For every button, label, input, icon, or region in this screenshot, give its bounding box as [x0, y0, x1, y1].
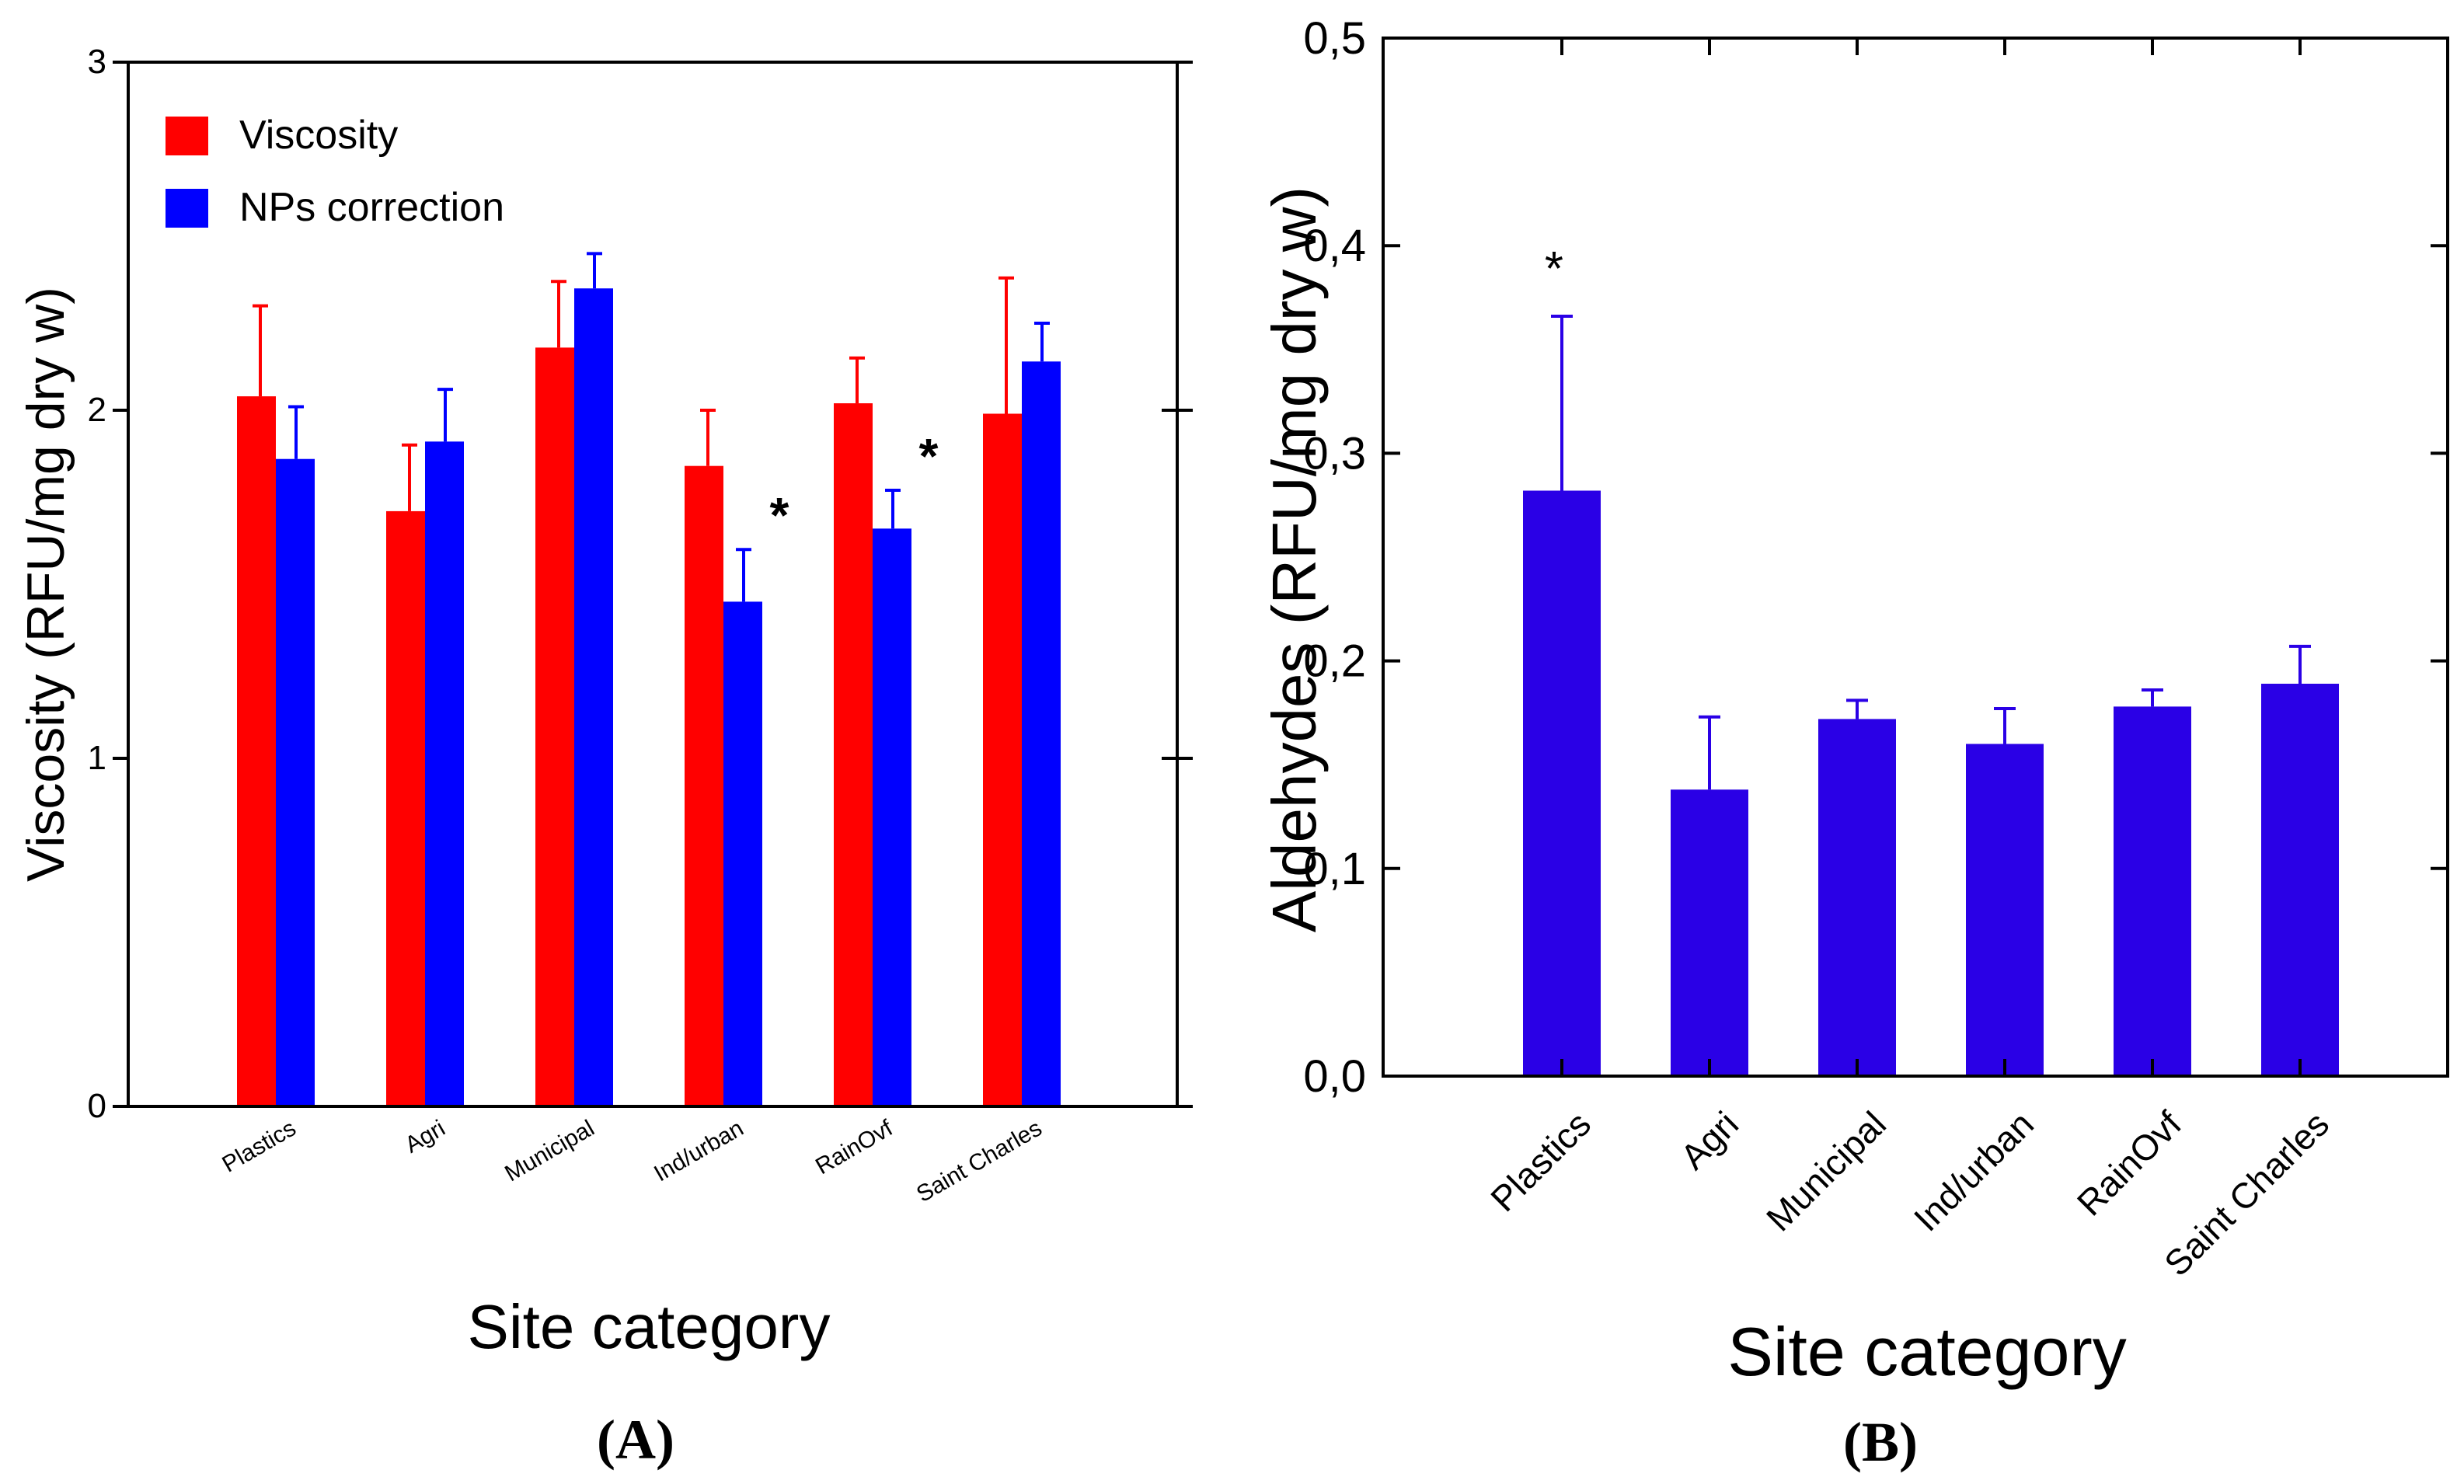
panel-a-marks: ** [237, 252, 1061, 1107]
y-tick-label-b-5: 0,5 [1303, 13, 1366, 64]
bar-b-rainovf [2114, 706, 2191, 1076]
panel-a-y-axis-label: Viscosity (RFU/mg dry w) [16, 287, 75, 882]
x-tick-label-a-municipal: Municipal [500, 1115, 598, 1186]
bar-b-agri [1671, 789, 1748, 1076]
x-tick-label-b-rainovf: RainOvf [2069, 1103, 2189, 1223]
bar-a-viscosity-agri [386, 510, 425, 1106]
legend-label-viscosity: Viscosity [239, 113, 398, 158]
bar-b-municipal [1818, 719, 1896, 1076]
panel-b-x-axis-label: Site category [1727, 1313, 2127, 1390]
x-tick-label-a-agri: Agri [401, 1115, 450, 1158]
y-tick-label-a-3: 3 [88, 43, 106, 81]
significance-marker-a-rainovf: * [919, 428, 939, 484]
x-tick-label-b-agri: Agri [1672, 1103, 1746, 1177]
significance-marker-a-ind-urban: * [770, 487, 789, 543]
y-tick-label-a-2: 2 [88, 391, 106, 429]
bar-a-nps-correction-plastics [276, 458, 315, 1106]
panel-a-label: (A) [597, 1409, 674, 1471]
y-tick-label-b-2: 0,2 [1303, 636, 1366, 687]
x-tick-label-a-ind-urban: Ind/urban [650, 1115, 748, 1186]
legend-swatch-nps-correction [166, 189, 208, 228]
x-tick-label-a-plastics: Plastics [218, 1115, 300, 1177]
bar-a-nps-correction-municipal [574, 288, 613, 1107]
bar-a-nps-correction-agri [425, 441, 464, 1106]
y-tick-label-a-1: 1 [88, 739, 106, 777]
bar-a-viscosity-rainovf [834, 403, 873, 1106]
panel-b-label: (B) [1843, 1411, 1918, 1473]
bar-a-nps-correction-ind-urban [723, 601, 762, 1106]
panel-a-x-axis-label: Site category [468, 1292, 831, 1361]
y-tick-label-a-0: 0 [88, 1087, 106, 1125]
bar-a-viscosity-ind-urban [685, 465, 723, 1106]
legend-label-nps-correction: NPs correction [239, 185, 504, 230]
panel-b-chart: * Plastics Agri Municipal Ind/urban RainOvf S… [1260, 13, 2449, 1473]
x-tick-label-a-saint-charles: Saint Charles [912, 1115, 1046, 1207]
bar-a-viscosity-plastics [237, 396, 276, 1107]
panel-b-plot-frame [1382, 37, 2449, 1078]
panel-a-legend: Viscosity NPs correction [166, 113, 504, 230]
panel-a-plot-frame [127, 61, 1179, 1108]
bar-b-saint-charles [2261, 683, 2339, 1076]
y-tick-label-b-3: 0,3 [1303, 428, 1366, 479]
bar-a-nps-correction-saint-charles [1022, 361, 1061, 1106]
bar-a-viscosity-municipal [535, 347, 574, 1106]
significance-marker-b-plastics: * [1545, 242, 1563, 296]
x-tick-label-b-ind-urban: Ind/urban [1906, 1103, 2041, 1238]
y-tick-label-b-0: 0,0 [1303, 1051, 1366, 1102]
bar-b-plastics [1523, 490, 1601, 1076]
bar-a-viscosity-saint-charles [983, 413, 1022, 1106]
y-tick-label-b-4: 0,4 [1303, 221, 1366, 271]
x-tick-label-b-municipal: Municipal [1758, 1103, 1894, 1238]
legend-swatch-viscosity [166, 117, 208, 155]
x-tick-label-b-plastics: Plastics [1483, 1103, 1598, 1219]
panel-b-marks: * [1523, 242, 2339, 1076]
x-tick-label-a-rainovf: RainOvf [811, 1115, 897, 1179]
panel-b-axes: Plastics Agri Municipal Ind/urban RainOvfSai… [1303, 13, 2448, 1284]
bar-a-nps-correction-rainovf [873, 528, 911, 1106]
bar-b-ind-urban [1966, 744, 2044, 1076]
panel-a-chart: ** Plastics Agri Municipal Ind/urban RainOvf… [16, 43, 1193, 1471]
y-tick-label-b-1: 0,1 [1303, 844, 1366, 894]
panel-b-y-axis-label: Aldehydes (RFU/mg dry w) [1260, 186, 1329, 932]
